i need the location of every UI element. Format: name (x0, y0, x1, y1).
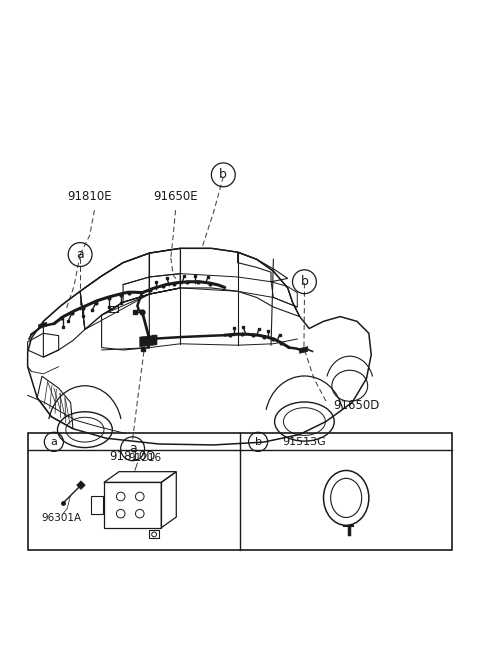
Text: b: b (254, 437, 262, 447)
Polygon shape (300, 347, 308, 353)
Text: a: a (129, 442, 136, 455)
Text: 91216: 91216 (128, 453, 161, 463)
Text: 91650E: 91650E (153, 191, 198, 204)
Text: a: a (50, 437, 57, 447)
Text: 96301A: 96301A (41, 513, 81, 523)
Bar (104, 482, 161, 528)
Text: 91810D: 91810D (109, 450, 156, 463)
Polygon shape (77, 481, 85, 489)
Polygon shape (38, 323, 47, 329)
Text: a: a (76, 248, 84, 261)
Text: 91810E: 91810E (67, 191, 112, 204)
Bar (28, 434, 452, 551)
Bar (91, 495, 103, 514)
Text: 91650D: 91650D (333, 399, 379, 413)
Polygon shape (140, 335, 157, 347)
Text: b: b (300, 275, 308, 288)
Text: 91513G: 91513G (283, 437, 326, 447)
Text: b: b (219, 168, 227, 181)
